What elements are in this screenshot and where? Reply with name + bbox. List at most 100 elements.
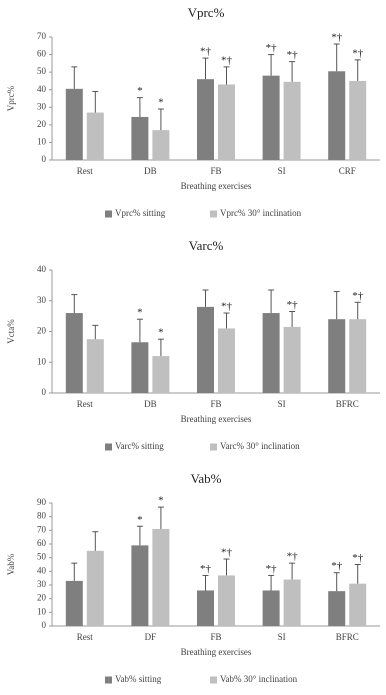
y-tick-label: 10 bbox=[37, 136, 47, 146]
y-tick-label: 20 bbox=[37, 119, 47, 129]
legend-label: Vprc% 30° inclination bbox=[220, 208, 302, 218]
significance-label: *† bbox=[200, 46, 212, 58]
bar bbox=[131, 545, 149, 626]
legend-swatch bbox=[210, 676, 217, 684]
significance-label: * bbox=[158, 97, 164, 109]
y-tick-label: 30 bbox=[37, 579, 47, 589]
legend-label: Varc% sitting bbox=[115, 441, 164, 451]
bar bbox=[218, 328, 235, 393]
bar bbox=[262, 313, 280, 393]
x-tick-label: BFRC bbox=[336, 399, 359, 409]
y-tick-label: 80 bbox=[37, 511, 47, 521]
y-tick-label: 60 bbox=[37, 538, 47, 548]
y-tick-label: 0 bbox=[42, 154, 47, 164]
x-tick-label: SI bbox=[278, 632, 286, 642]
y-tick-label: 10 bbox=[37, 606, 47, 616]
y-tick-label: 0 bbox=[42, 387, 47, 397]
significance-label: *† bbox=[287, 551, 299, 563]
legend-swatch bbox=[210, 443, 217, 451]
y-tick-label: 40 bbox=[37, 565, 47, 575]
bar bbox=[328, 71, 346, 160]
y-tick-label: 30 bbox=[37, 101, 47, 111]
y-tick-label: 70 bbox=[37, 31, 47, 41]
bar bbox=[152, 528, 170, 626]
bar bbox=[131, 342, 149, 393]
significance-label: *† bbox=[331, 32, 343, 44]
x-axis-label: Breathing exercises bbox=[181, 414, 252, 424]
bar bbox=[283, 81, 301, 160]
bar bbox=[328, 319, 346, 393]
y-tick-label: 90 bbox=[37, 497, 47, 507]
legend-label: Vprc% sitting bbox=[115, 208, 166, 218]
y-tick-label: 10 bbox=[37, 356, 47, 366]
bar bbox=[197, 590, 214, 626]
significance-label: *† bbox=[221, 54, 233, 66]
bar bbox=[131, 116, 149, 160]
y-tick-label: 70 bbox=[37, 524, 47, 534]
x-tick-label: BFRC bbox=[336, 632, 359, 642]
legend-swatch bbox=[210, 210, 217, 218]
bar bbox=[218, 84, 235, 160]
x-tick-label: FB bbox=[210, 399, 221, 409]
y-tick-label: 50 bbox=[37, 66, 47, 76]
significance-label: *† bbox=[352, 552, 364, 564]
x-axis-label: Breathing exercises bbox=[181, 181, 252, 191]
y-tick-label: 20 bbox=[37, 326, 47, 336]
bar bbox=[152, 130, 170, 160]
significance-label: * bbox=[137, 85, 143, 97]
bar bbox=[86, 550, 104, 626]
significance-label: * bbox=[137, 514, 143, 526]
bar bbox=[197, 306, 214, 393]
bar bbox=[86, 112, 104, 160]
significance-label: *† bbox=[266, 42, 278, 54]
significance-label: * bbox=[158, 495, 164, 507]
x-tick-label: Rest bbox=[77, 399, 94, 409]
bar bbox=[283, 579, 301, 626]
x-tick-label: FB bbox=[210, 166, 221, 176]
x-tick-label: Rest bbox=[77, 632, 94, 642]
bar bbox=[262, 590, 280, 626]
bar bbox=[283, 326, 301, 393]
x-tick-label: SI bbox=[278, 399, 286, 409]
significance-label: *† bbox=[287, 49, 299, 61]
chart-title: Vab% bbox=[190, 471, 221, 486]
x-tick-label: FB bbox=[210, 632, 221, 642]
bar bbox=[152, 356, 170, 393]
x-tick-label: CRF bbox=[339, 166, 356, 176]
y-axis-label: Vcta% bbox=[6, 319, 16, 344]
chart-title: Varc% bbox=[189, 238, 224, 253]
bar bbox=[262, 75, 280, 160]
significance-label: *† bbox=[200, 563, 212, 575]
bar bbox=[349, 80, 367, 160]
significance-label: *† bbox=[287, 299, 299, 311]
bar bbox=[218, 575, 235, 626]
bar bbox=[65, 313, 83, 393]
legend-label: Varc% 30° inclination bbox=[220, 441, 300, 451]
legend-swatch bbox=[105, 210, 112, 218]
x-tick-label: SI bbox=[278, 166, 286, 176]
chart-title: Vprc% bbox=[188, 5, 225, 20]
y-tick-label: 40 bbox=[37, 264, 47, 274]
bar bbox=[328, 591, 346, 626]
legend-swatch bbox=[105, 443, 112, 451]
legend-swatch bbox=[105, 676, 112, 684]
legend-label: Vab% 30° inclination bbox=[220, 674, 298, 684]
x-tick-label: DF bbox=[145, 632, 157, 642]
y-axis-label: Vab% bbox=[6, 553, 16, 575]
significance-label: *† bbox=[352, 47, 364, 59]
y-tick-label: 0 bbox=[42, 620, 47, 630]
y-tick-label: 50 bbox=[37, 552, 47, 562]
bar bbox=[197, 79, 214, 160]
significance-label: *† bbox=[352, 290, 364, 302]
legend-label: Vab% sitting bbox=[115, 674, 162, 684]
bar bbox=[86, 339, 104, 393]
y-tick-label: 40 bbox=[37, 84, 47, 94]
y-axis-label: Vprc% bbox=[6, 85, 16, 111]
significance-label: *† bbox=[266, 563, 278, 575]
significance-label: * bbox=[158, 327, 164, 339]
y-tick-label: 60 bbox=[37, 49, 47, 59]
y-tick-label: 20 bbox=[37, 593, 47, 603]
x-tick-label: DB bbox=[144, 166, 157, 176]
